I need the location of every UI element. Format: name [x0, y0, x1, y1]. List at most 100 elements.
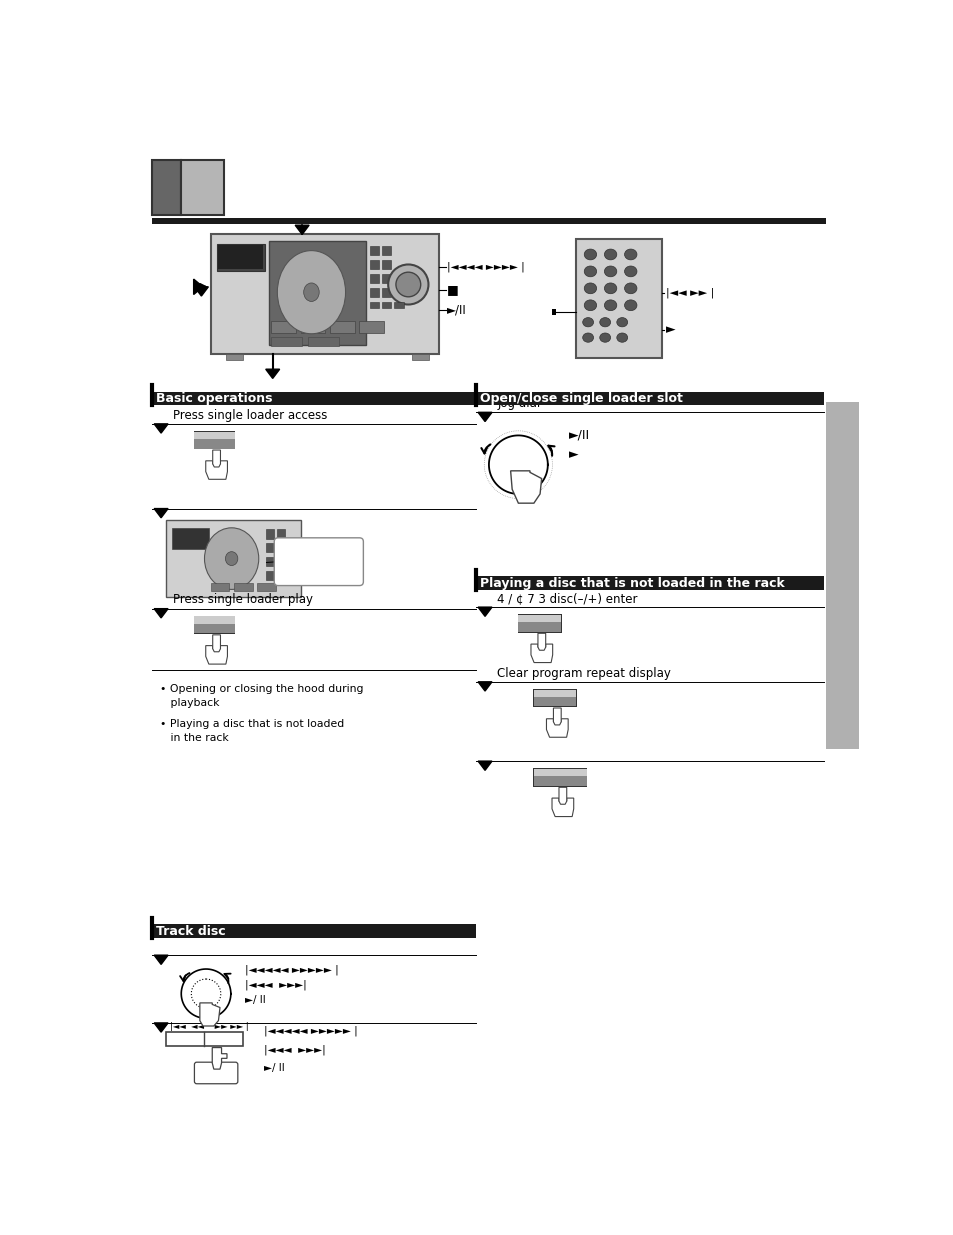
Bar — [194, 440, 234, 448]
Ellipse shape — [388, 264, 428, 305]
Text: Open/close single loader slot: Open/close single loader slot — [479, 391, 681, 405]
Bar — [534, 777, 586, 785]
Text: Track disc: Track disc — [155, 925, 225, 937]
Text: |◄◄◄  ►►►|: |◄◄◄ ►►►| — [264, 1044, 326, 1055]
Ellipse shape — [599, 333, 610, 342]
Bar — [476, 577, 823, 590]
Bar — [194, 616, 234, 624]
Ellipse shape — [604, 249, 617, 259]
Bar — [381, 274, 391, 283]
Text: ►/II: ►/II — [447, 304, 466, 316]
Polygon shape — [154, 609, 168, 618]
Ellipse shape — [624, 266, 637, 277]
Bar — [534, 697, 576, 706]
Text: ►/ II: ►/ II — [245, 995, 265, 1005]
Text: ►: ► — [568, 448, 578, 461]
Text: Press single loader play: Press single loader play — [173, 593, 314, 606]
Polygon shape — [552, 798, 573, 816]
Polygon shape — [206, 646, 227, 664]
Bar — [533, 768, 587, 787]
Polygon shape — [266, 369, 279, 378]
Polygon shape — [477, 608, 492, 616]
Bar — [211, 583, 229, 592]
Polygon shape — [294, 225, 309, 235]
FancyBboxPatch shape — [274, 537, 363, 585]
Bar — [166, 1032, 243, 1046]
Text: Press single loader access: Press single loader access — [173, 409, 328, 421]
Polygon shape — [199, 1003, 220, 1026]
Bar — [172, 527, 209, 550]
Bar — [369, 303, 378, 308]
Bar — [266, 543, 274, 552]
Bar — [277, 543, 285, 552]
Bar — [271, 321, 295, 333]
Bar — [226, 353, 243, 359]
Polygon shape — [154, 1023, 168, 1032]
Polygon shape — [213, 635, 220, 652]
Bar — [381, 288, 391, 296]
Polygon shape — [477, 761, 492, 771]
Ellipse shape — [582, 317, 593, 327]
Bar — [152, 159, 181, 215]
Bar — [534, 689, 576, 697]
Ellipse shape — [624, 249, 637, 259]
Text: |◄◄◄◄◄ ►►►►► |: |◄◄◄◄◄ ►►►►► | — [264, 1026, 357, 1036]
Bar — [193, 431, 235, 450]
Ellipse shape — [583, 249, 596, 259]
Bar — [394, 303, 403, 308]
Bar — [266, 571, 274, 580]
Bar — [412, 353, 429, 359]
Bar — [381, 246, 391, 256]
Bar — [369, 274, 378, 283]
Text: 4 / ¢ 7 3 disc(–/+) enter: 4 / ¢ 7 3 disc(–/+) enter — [497, 592, 638, 605]
Bar — [266, 530, 274, 538]
Polygon shape — [553, 708, 560, 725]
Bar — [369, 288, 378, 296]
Ellipse shape — [617, 317, 627, 327]
Text: Playing a disc that is not loaded in the rack: Playing a disc that is not loaded in the… — [479, 577, 783, 590]
Text: • Opening or closing the hood during
   playback: • Opening or closing the hood during pla… — [159, 684, 363, 708]
Bar — [269, 241, 365, 345]
Ellipse shape — [583, 266, 596, 277]
Bar — [308, 337, 339, 346]
Text: |◄◄  ◄◄    ►► ►► |: |◄◄ ◄◄ ►► ►► | — [170, 1021, 248, 1031]
Bar — [271, 337, 302, 346]
Polygon shape — [477, 682, 492, 692]
Text: Clear program repeat display: Clear program repeat display — [497, 667, 671, 679]
Ellipse shape — [582, 333, 593, 342]
Text: Jog dial: Jog dial — [497, 396, 540, 410]
Bar — [381, 259, 391, 269]
Bar — [216, 243, 265, 270]
Text: ►/ II: ►/ II — [264, 1062, 285, 1073]
Polygon shape — [206, 461, 227, 479]
Text: Basic operations: Basic operations — [155, 391, 272, 405]
Bar — [534, 769, 586, 777]
Bar — [257, 583, 275, 592]
Bar — [517, 615, 560, 622]
Polygon shape — [154, 424, 168, 433]
Ellipse shape — [617, 333, 627, 342]
Text: ■: ■ — [447, 283, 458, 296]
FancyBboxPatch shape — [194, 1062, 237, 1084]
Polygon shape — [194, 287, 208, 296]
Ellipse shape — [604, 266, 617, 277]
Text: |◄◄◄◄ ►►►► |: |◄◄◄◄ ►►►► | — [447, 262, 524, 272]
Polygon shape — [212, 1047, 227, 1070]
Bar — [476, 391, 823, 405]
Ellipse shape — [277, 251, 345, 333]
Ellipse shape — [303, 283, 319, 301]
Polygon shape — [154, 955, 168, 965]
Bar — [266, 557, 274, 567]
Bar — [152, 217, 825, 225]
Bar — [381, 303, 391, 308]
Polygon shape — [477, 412, 492, 421]
Polygon shape — [537, 634, 545, 651]
Ellipse shape — [395, 272, 420, 296]
Bar — [152, 391, 476, 405]
Ellipse shape — [624, 283, 637, 294]
Ellipse shape — [604, 300, 617, 311]
Bar — [517, 622, 560, 632]
Polygon shape — [546, 719, 568, 737]
Bar — [233, 583, 253, 592]
Bar — [517, 614, 561, 632]
